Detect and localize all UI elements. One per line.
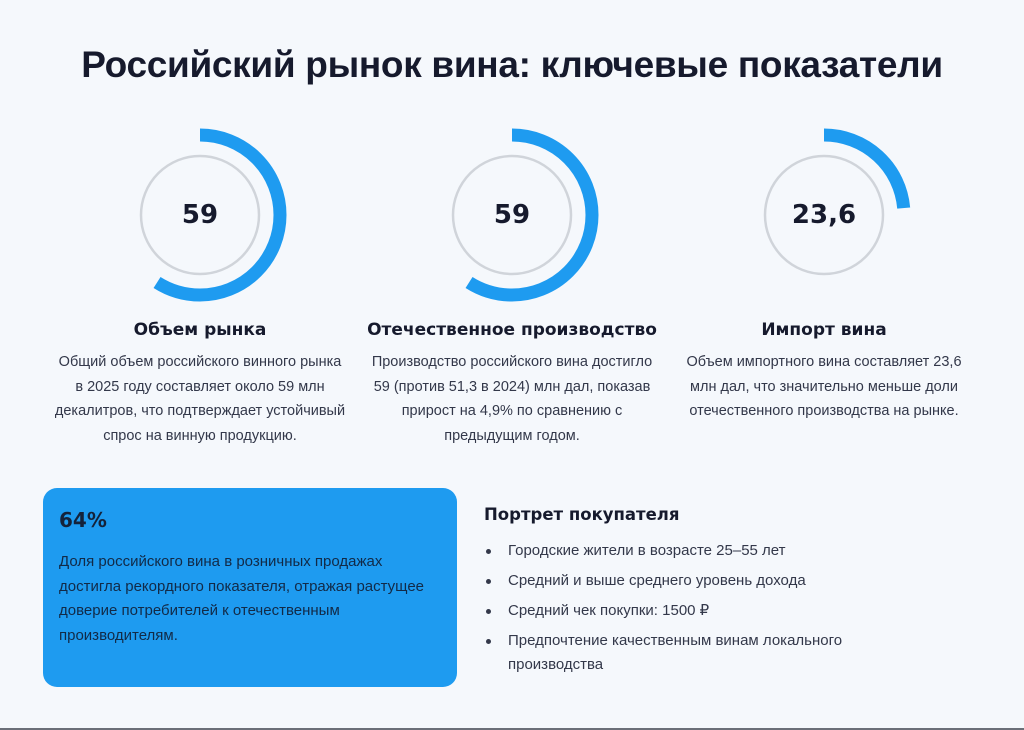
highlight-value: 64% [59, 508, 107, 532]
list-item: Предпочтение качественным винам локально… [484, 629, 904, 677]
bullet-icon [486, 609, 491, 614]
stat-title: Отечественное производство [367, 320, 657, 340]
list-item-text: Средний чек покупки: 1500 ₽ [508, 602, 710, 619]
stat-value: 23,6 [791, 200, 857, 230]
bullet-icon [486, 579, 491, 584]
stat-value: 59 [181, 200, 219, 230]
progress-ring: 59 [417, 120, 607, 310]
ring-icon [113, 128, 287, 302]
highlight-description: Доля российского вина в розничных продаж… [59, 553, 425, 644]
ring-track [139, 154, 261, 276]
stat-title: Импорт вина [761, 320, 887, 340]
page-title: Российский рынок вина: ключевые показате… [81, 44, 943, 85]
list-item: Средний чек покупки: 1500 ₽ [484, 599, 904, 623]
bottom-divider [0, 728, 1024, 730]
stat-description: Производство российского вина достигло 5… [371, 354, 653, 444]
stat-title: Объем рынка [133, 320, 267, 340]
list-item: Средний и выше среднего уровень дохода [484, 569, 904, 593]
ring-icon [425, 128, 599, 302]
progress-ring: 23,6 [729, 120, 919, 310]
stat-market-volume: 59 Объем рынка Общий объем российского в… [40, 120, 360, 448]
list-item-text: Предпочтение качественным винам локально… [508, 632, 843, 673]
ring-progress-arc [113, 128, 287, 302]
list-item-text: Средний и выше среднего уровень дохода [508, 572, 806, 589]
stat-description: Объем импортного вина составляет 23,6 мл… [686, 354, 962, 419]
bullet-icon [486, 549, 491, 554]
buyer-portrait: Портрет покупателя Городские жители в во… [484, 505, 904, 683]
list-item-text: Городские жители в возрасте 25–55 лет [508, 542, 786, 559]
bullet-icon [486, 639, 491, 644]
portrait-list: Городские жители в возрасте 25–55 лет Ср… [484, 539, 904, 677]
portrait-title: Портрет покупателя [484, 505, 680, 524]
stat-description: Общий объем российского винного рынка в … [54, 354, 346, 444]
stat-wine-import: 23,6 Импорт вина Объем импортного вина с… [664, 120, 984, 424]
highlight-card: 64% Доля российского вина в розничных пр… [43, 488, 457, 687]
list-item: Городские жители в возрасте 25–55 лет [484, 539, 904, 563]
progress-ring: 59 [105, 120, 295, 310]
ring-track [451, 154, 573, 276]
ring-icon [737, 128, 911, 302]
stat-value: 59 [493, 200, 531, 230]
stat-domestic-production: 59 Отечественное производство Производст… [352, 120, 672, 448]
ring-progress-arc [737, 128, 911, 302]
ring-progress-arc [425, 128, 599, 302]
ring-track [763, 154, 885, 276]
